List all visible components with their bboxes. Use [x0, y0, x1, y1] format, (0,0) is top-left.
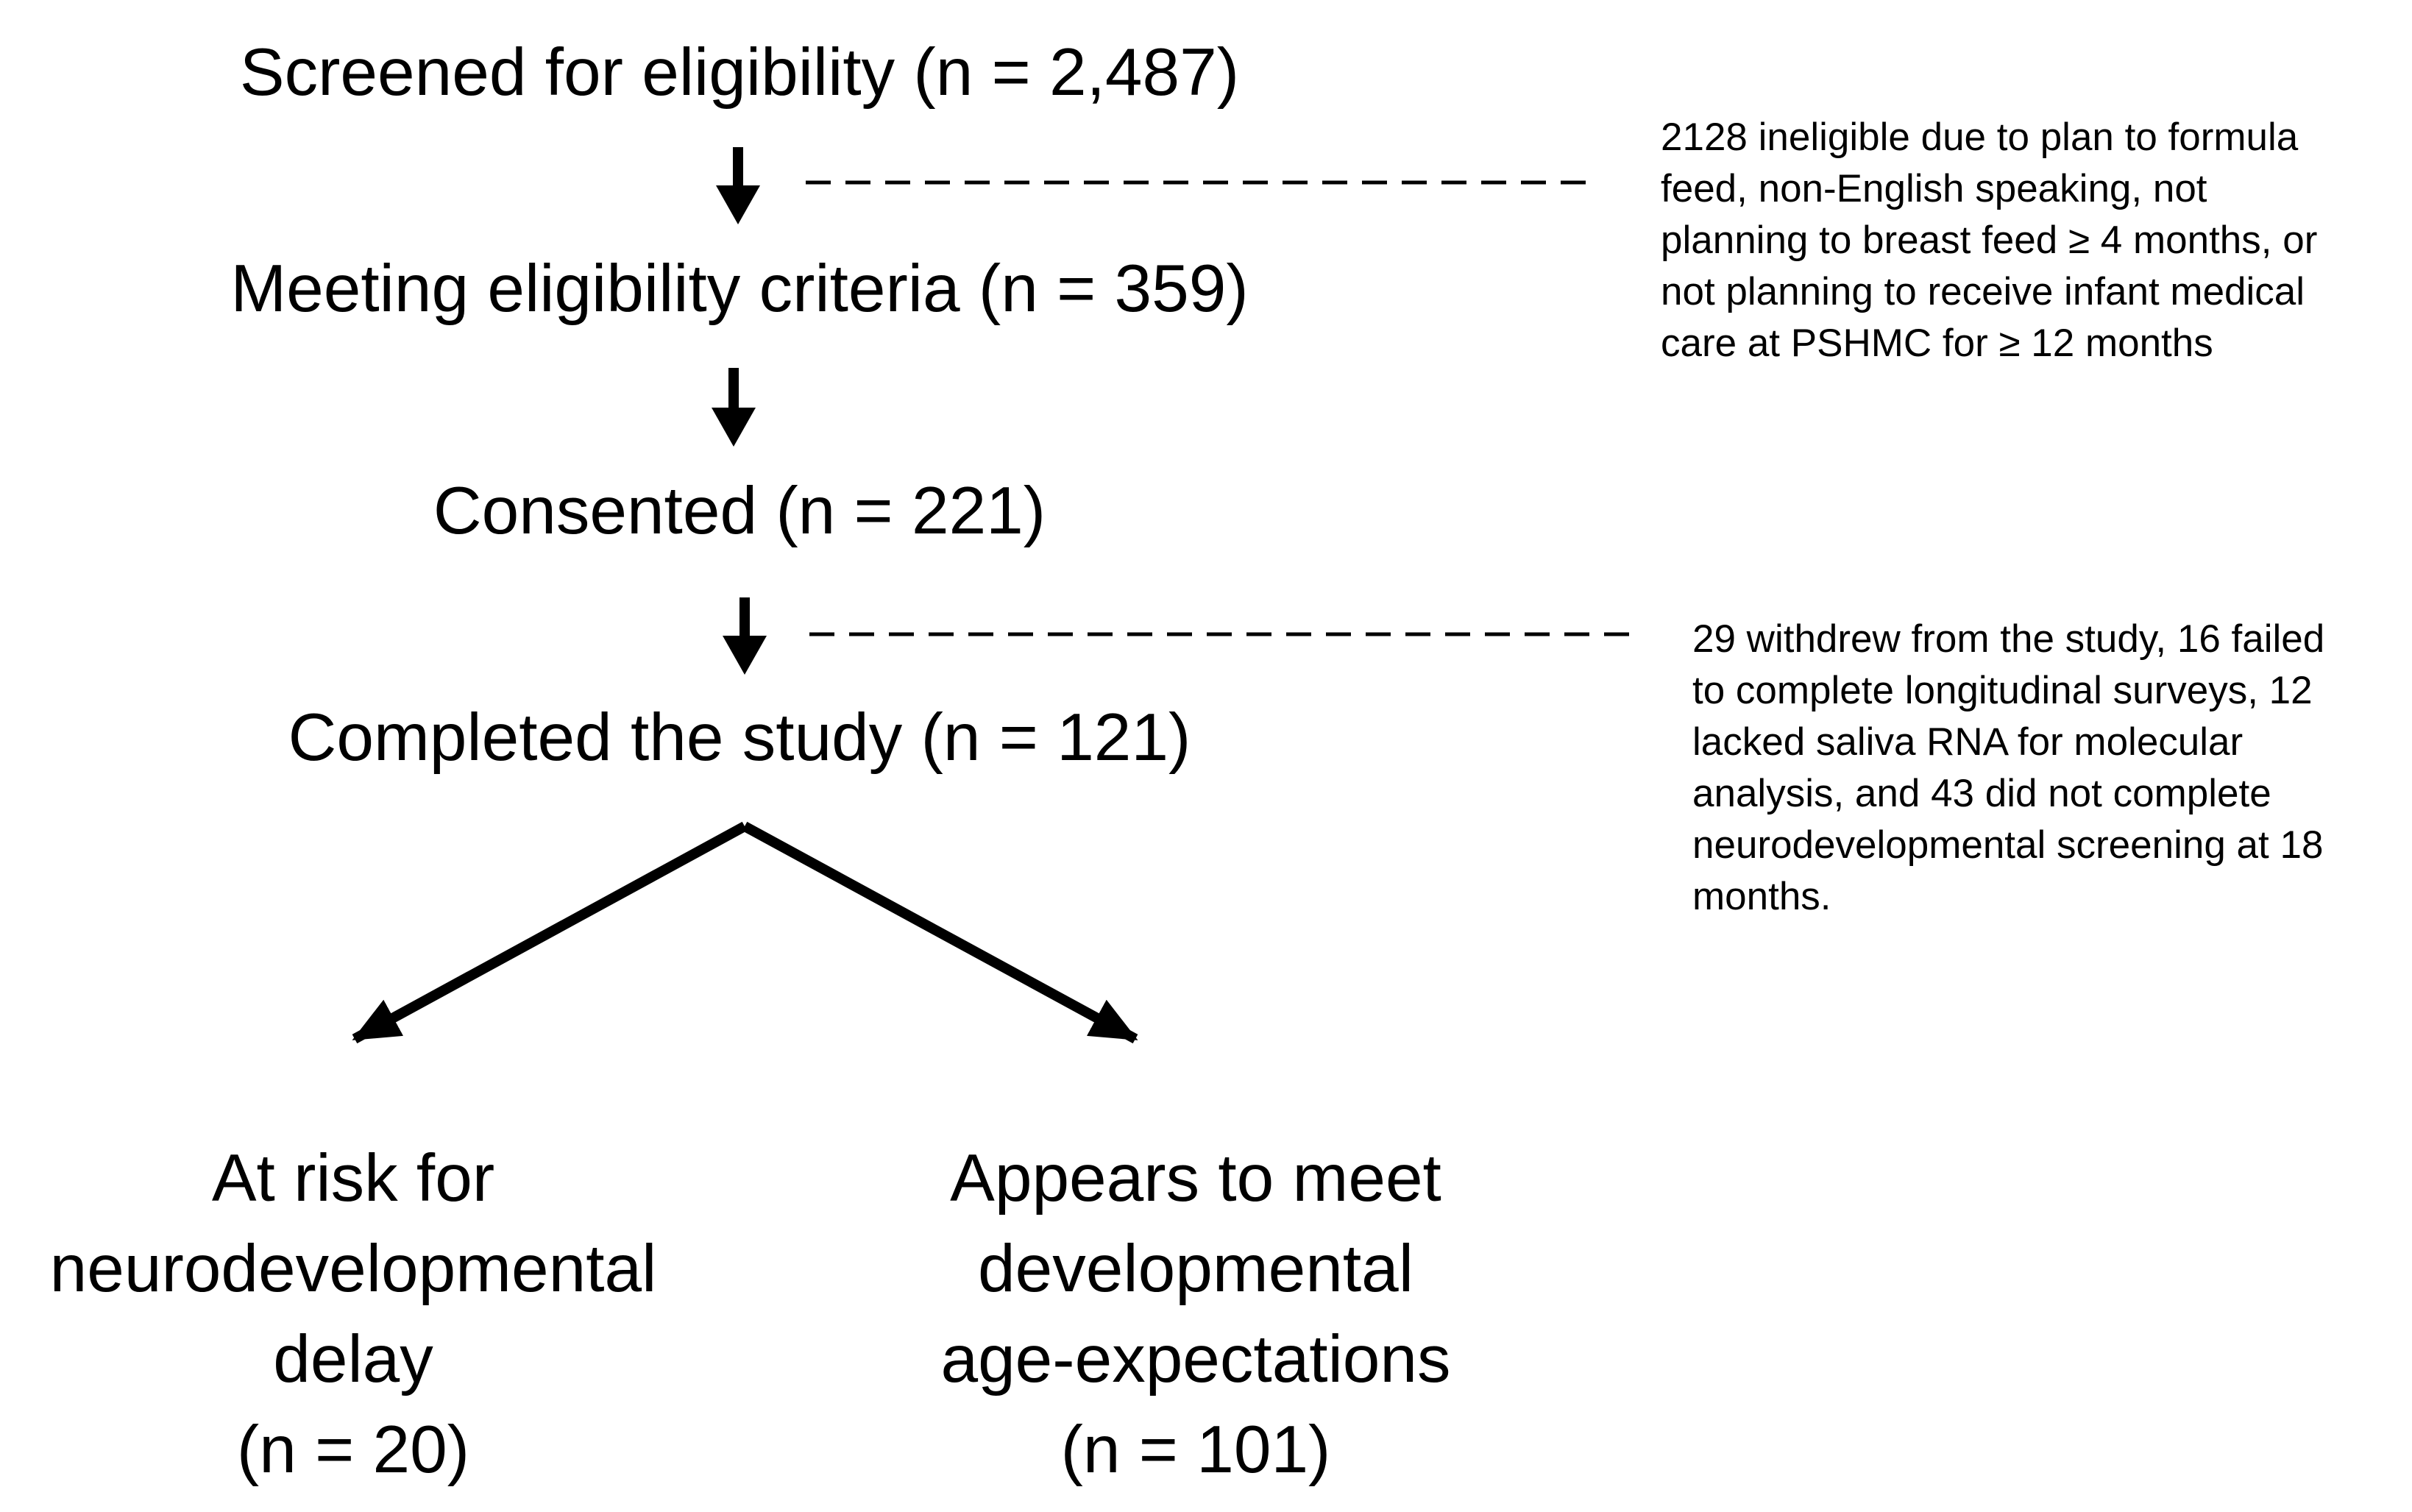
outcome-at-risk: At risk for neurodevelopmental delay (n … — [0, 1133, 706, 1495]
outcome-line: delay — [273, 1322, 433, 1396]
note-line: care at PSHMC for ≥ 12 months — [1661, 322, 2213, 365]
stage-completed: Completed the study (n = 121) — [288, 700, 1191, 775]
arrow-screened-to-meeting — [716, 147, 760, 224]
outcome-line: neurodevelopmental — [49, 1232, 657, 1306]
outcome-line: Appears to meet — [950, 1141, 1441, 1215]
note-line: 2128 ineligible due to plan to formula — [1661, 116, 2299, 159]
outcome-line: (n = 101) — [1060, 1413, 1331, 1487]
stage-meeting-criteria: Meeting eligibility criteria (n = 359) — [230, 252, 1249, 326]
arrow-consented-to-completed — [723, 597, 767, 675]
arrow-to-meets-expectations — [742, 821, 1138, 1044]
stage-screened: Screened for eligibility (n = 2,487) — [239, 35, 1240, 110]
note-line: planning to breast feed ≥ 4 months, or — [1661, 219, 2318, 262]
note-line: to complete longitudinal surveys, 12 — [1692, 669, 2313, 712]
note-line: feed, non-English speaking, not — [1661, 167, 2207, 210]
exclusion-note-withdrawn: 29 withdrew from the study, 16 failed to… — [1692, 614, 2324, 923]
outcome-line: (n = 20) — [236, 1413, 470, 1487]
outcome-line: age-expectations — [940, 1322, 1451, 1396]
arrow-to-at-risk — [352, 821, 748, 1044]
stage-consented: Consented (n = 221) — [433, 474, 1046, 548]
exclusion-note-ineligible: 2128 ineligible due to plan to formula f… — [1661, 112, 2317, 369]
outcome-line: developmental — [978, 1232, 1413, 1306]
note-line: months. — [1692, 875, 1831, 918]
note-line: 29 withdrew from the study, 16 failed — [1692, 617, 2325, 661]
arrow-meeting-to-consented — [712, 368, 756, 447]
note-line: analysis, and 43 did not complete — [1692, 772, 2271, 815]
note-line: lacked saliva RNA for molecular — [1692, 720, 2243, 764]
note-line: not planning to receive infant medical — [1661, 270, 2305, 313]
outcome-meets-expectations: Appears to meet developmental age-expect… — [846, 1133, 1545, 1495]
outcome-line: At risk for — [211, 1141, 495, 1215]
note-line: neurodevelopmental screening at 18 — [1692, 823, 2324, 867]
